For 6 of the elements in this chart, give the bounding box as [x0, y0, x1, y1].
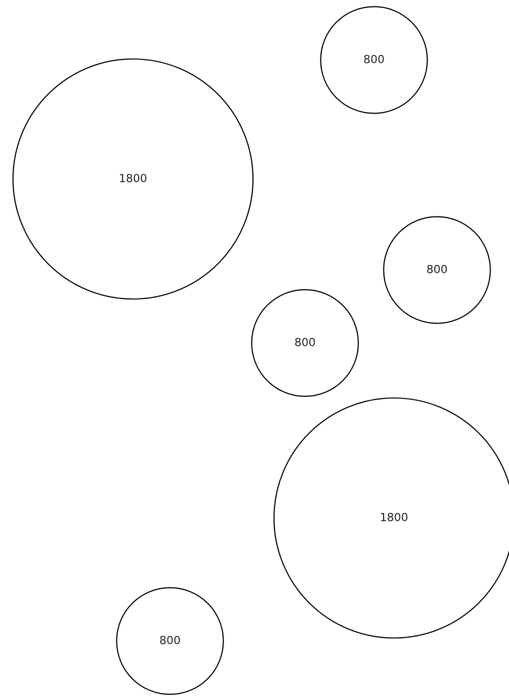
data-label: 800: [427, 264, 447, 274]
data-label: 800: [364, 54, 384, 64]
data-label: 800: [160, 636, 180, 644]
data-label: 800: [295, 338, 315, 346]
data-label: 1800: [381, 512, 408, 522]
data-label: 1800: [120, 174, 146, 182]
